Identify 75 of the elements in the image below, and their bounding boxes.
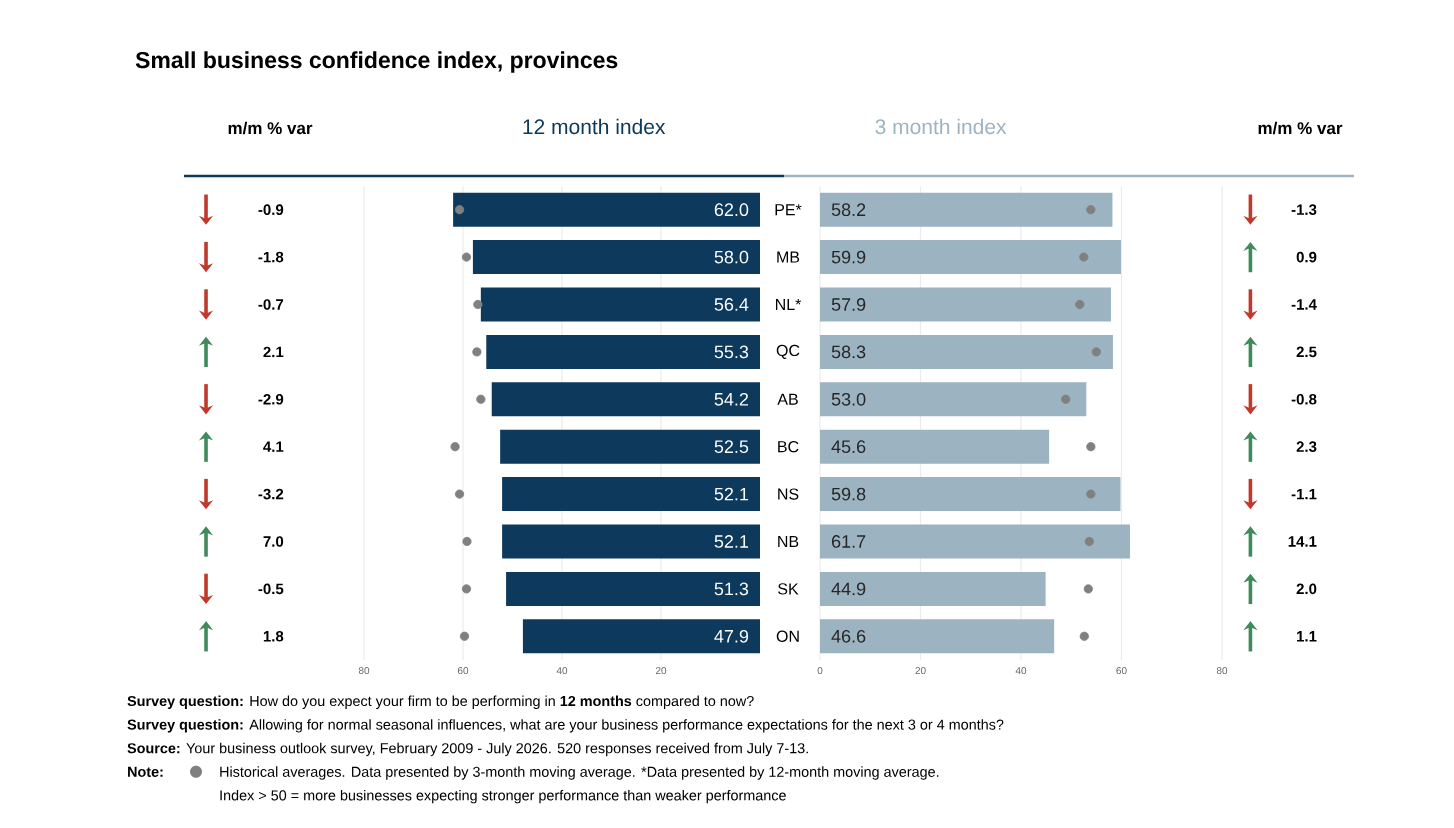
y-tick-label: SK	[778, 583, 799, 595]
bar	[820, 382, 1087, 417]
data-label: 59.8	[831, 487, 866, 501]
bar	[820, 477, 1121, 512]
point	[1086, 442, 1096, 452]
data-label: 61.7	[831, 535, 866, 548]
y-tick-label: NL*	[775, 298, 802, 310]
point	[450, 442, 460, 452]
y-tick-label: NB	[778, 535, 799, 547]
chart-title: 12 month index	[523, 118, 666, 135]
bar	[502, 524, 761, 559]
data-label: 52.1	[714, 487, 749, 501]
point	[1075, 299, 1085, 310]
point	[1061, 394, 1071, 404]
bar	[820, 524, 1131, 559]
point	[454, 205, 465, 215]
data-label: 54.2	[714, 392, 749, 406]
bar	[820, 240, 1121, 275]
bar	[453, 192, 761, 227]
point	[472, 347, 482, 357]
y-tick-label: ON	[776, 630, 799, 642]
text: m/m % var	[228, 121, 313, 135]
point	[476, 394, 486, 404]
point	[1086, 205, 1096, 215]
point	[1086, 489, 1096, 499]
chart-title: 3 month index	[875, 118, 1007, 135]
point	[1083, 584, 1093, 594]
bar	[820, 619, 1055, 654]
data-label: 59.9	[831, 250, 866, 264]
data-label: 53.0	[831, 392, 866, 406]
text: m/m % var	[1258, 121, 1343, 135]
bar	[486, 334, 761, 369]
point	[1084, 536, 1094, 547]
bar	[491, 382, 761, 417]
point	[462, 536, 472, 547]
point	[473, 299, 483, 310]
y-tick-label: PE*	[775, 204, 802, 216]
bar	[820, 287, 1111, 322]
data-label: 58.2	[831, 203, 866, 217]
bar	[500, 429, 761, 464]
point	[1079, 252, 1089, 262]
y-tick-label: MB	[777, 251, 800, 263]
bar	[820, 429, 1050, 464]
data-label: 58.0	[714, 250, 749, 264]
text: Small business confidence index, provinces	[135, 51, 618, 73]
point	[1091, 347, 1101, 357]
point	[461, 584, 472, 594]
point	[461, 252, 472, 262]
data-label: 57.9	[831, 298, 866, 311]
y-tick-label: AB	[777, 393, 798, 405]
data-label: 62.0	[714, 203, 749, 217]
bar	[820, 192, 1113, 227]
data-label: 56.4	[714, 298, 749, 311]
bar	[472, 240, 761, 275]
y-tick-label: BC	[778, 441, 799, 453]
data-label: 58.3	[831, 345, 866, 359]
data-label: 51.3	[714, 582, 749, 596]
point	[459, 631, 470, 641]
bar	[522, 619, 761, 654]
data-label: 55.3	[714, 345, 749, 359]
bar	[820, 334, 1113, 369]
data-label: 52.5	[714, 440, 749, 454]
data-label: 46.6	[831, 629, 866, 643]
bar	[502, 477, 761, 512]
point	[454, 489, 465, 499]
bar	[820, 571, 1046, 606]
data-label: 45.6	[831, 440, 866, 454]
y-tick-label: QC	[776, 344, 800, 359]
point	[1079, 631, 1089, 641]
data-label: 47.9	[714, 629, 749, 643]
data-label: 44.9	[831, 582, 866, 596]
data-label: 52.1	[714, 535, 749, 548]
bar	[480, 287, 761, 322]
y-tick-label: NS	[778, 488, 799, 500]
bar	[506, 571, 761, 606]
